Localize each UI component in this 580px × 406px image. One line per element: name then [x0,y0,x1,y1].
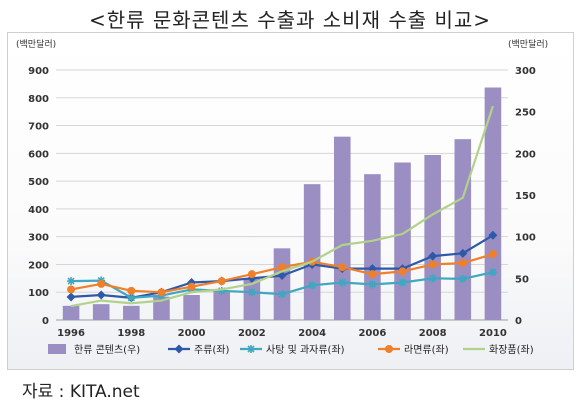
chart-panel: 0 100 200 300 400 500 600 700 800 900 0 50 100 150 200… [7,32,574,370]
right-tick-label: 0 [515,316,522,327]
point-marker [398,278,407,287]
bar [213,290,231,320]
point-marker [368,270,377,279]
point-marker [127,293,136,302]
point-marker [398,267,407,276]
left-tick-label: 900 [28,66,49,77]
point-marker [488,268,497,277]
x-tick-label: 2006 [358,328,386,339]
left-tick-label: 0 [42,316,49,327]
bar [394,162,411,320]
left-tick-label: 600 [28,149,49,160]
point-marker [127,286,136,295]
point-marker [247,345,255,353]
bar [92,304,110,320]
legend-swatch [48,344,66,354]
left-tick-label: 400 [28,205,49,216]
point-marker [66,292,76,302]
point-marker [187,282,196,291]
chart-svg: 0 100 200 300 400 500 600 700 800 900 0 50 100 150 200… [16,38,548,356]
left-tick-label: 700 [28,122,49,133]
bar [183,295,200,320]
left-tick-label: 200 [28,260,49,271]
point-marker [458,259,467,268]
point-marker [428,274,437,283]
point-marker [338,278,347,287]
source-note: 자료 : KITA.net [22,382,140,402]
legend-label: 화장품(좌) [489,344,534,356]
x-tick-label: 2008 [419,328,447,339]
point-marker [278,263,286,272]
point-marker [428,260,437,269]
point-marker [278,290,286,299]
right-tick-label: 250 [515,108,536,119]
x-tick-label: 1998 [117,328,145,339]
x-tick-label: 2002 [238,328,266,339]
x-tick-label: 2004 [298,328,326,339]
left-axis-unit: (백만달러) [16,38,56,50]
bar [303,184,321,320]
legend-label: 주류(좌) [194,344,230,356]
point-marker [488,250,497,259]
bar [484,87,502,320]
legend-label: 라면류(좌) [404,344,449,356]
right-tick-label: 200 [515,149,536,160]
point-marker [217,277,226,286]
x-tick-label: 2010 [479,328,507,339]
bar [424,155,441,320]
point-marker [338,263,347,272]
point-marker [96,290,106,300]
point-marker [488,230,498,240]
bar [364,174,381,320]
point-marker [157,288,166,297]
x-tick-label: 1996 [57,328,85,339]
right-tick-label: 300 [515,66,536,77]
point-marker [217,286,226,295]
point-marker [458,248,468,258]
point-marker [247,288,256,297]
bar [153,296,170,320]
right-tick-label: 50 [515,274,529,285]
right-axis-unit: (백만달러) [508,38,548,50]
point-marker [97,279,106,288]
bar [273,248,291,320]
point-marker [368,280,377,289]
series-line [70,105,494,308]
bar [454,139,472,320]
bar [243,278,261,320]
left-tick-label: 300 [28,233,49,244]
point-marker [174,344,184,354]
point-marker [385,345,393,353]
point-marker [247,270,256,279]
left-tick-label: 500 [28,177,49,188]
bar [333,136,351,320]
left-tick-label: 100 [28,288,49,299]
legend-label: 사탕 및 과자류(좌) [266,344,345,356]
x-tick-label: 2000 [178,328,206,339]
legend-label: 한류 콘텐츠(우) [74,344,140,356]
point-marker [308,281,317,290]
point-marker [67,285,76,294]
right-tick-label: 150 [515,191,536,202]
point-marker [458,274,467,283]
left-tick-label: 800 [28,94,49,105]
page-title: <한류 문화콘텐츠 수출과 소비재 수출 비교> [88,8,492,32]
point-marker [428,251,438,261]
point-marker [67,277,76,286]
point-marker [247,273,257,283]
bar [123,305,140,320]
bar [62,305,80,320]
point-marker [277,271,287,281]
right-tick-label: 100 [515,233,536,244]
